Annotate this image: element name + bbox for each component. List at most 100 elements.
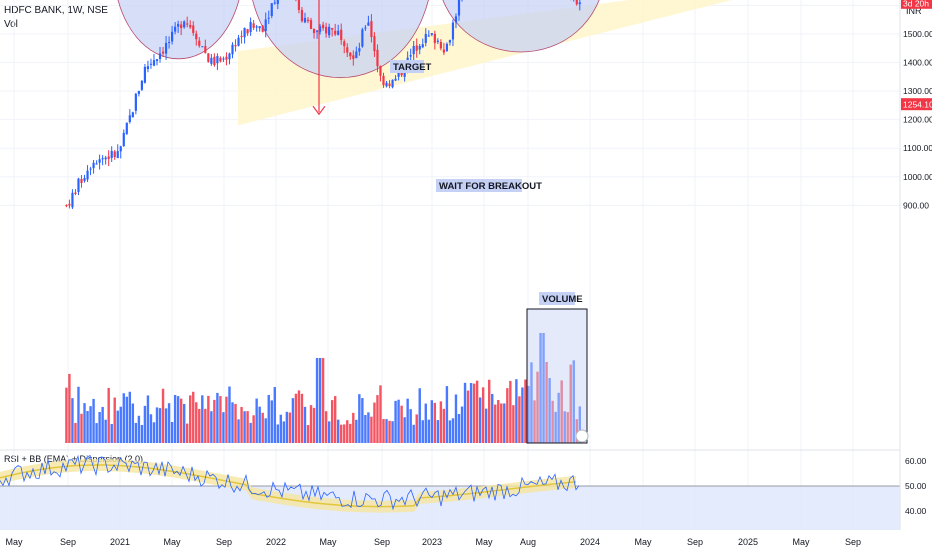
volume-bar [418, 388, 421, 443]
candle [183, 21, 186, 28]
candle [328, 26, 331, 36]
time-tick-label: 2023 [422, 537, 442, 547]
annotations: TARGET WAIT FOR BREAKOUT VOLUME [312, 0, 589, 444]
volume-bar [312, 407, 316, 443]
volume-bar [71, 398, 74, 443]
candle [255, 26, 258, 28]
volume-bar [288, 412, 292, 443]
candle [575, 0, 578, 5]
volume-bar [424, 403, 427, 443]
volume-bar [237, 419, 240, 443]
price-tick-label: 1400.00 [903, 58, 932, 68]
volume-bar [276, 424, 279, 443]
volume-bar [436, 420, 440, 443]
volume-bar [333, 396, 337, 443]
price-tick-label: 900.00 [903, 200, 929, 210]
volume-bar [216, 392, 219, 443]
candle [231, 44, 234, 55]
candle [155, 59, 159, 62]
candle [264, 19, 267, 32]
candle [252, 23, 255, 28]
volume-bar [551, 400, 554, 443]
volume-bar [195, 402, 198, 443]
candle [385, 82, 388, 87]
candle [409, 55, 412, 57]
time-tick-label: 2022 [266, 537, 286, 547]
candle [340, 29, 343, 41]
candle [337, 30, 340, 35]
volume-bar [346, 420, 349, 443]
volume-bar [491, 393, 494, 443]
volume-bar [503, 403, 506, 443]
volume-bar [267, 394, 270, 443]
time-tick-label: May [792, 537, 810, 547]
candle [122, 132, 125, 147]
volume-bar [394, 400, 397, 443]
price-tag-label: 1254.10 [903, 100, 932, 110]
time-tick-label: Sep [845, 537, 861, 547]
candle [186, 23, 189, 25]
candle [430, 33, 433, 35]
candle [376, 49, 379, 67]
candle [403, 71, 406, 77]
volume-bar [469, 383, 473, 443]
volume-bar [170, 421, 174, 443]
rsi-tick-label: 40.00 [905, 506, 927, 516]
volume-bar [167, 403, 171, 443]
target-label: TARGET [393, 62, 432, 73]
volume-bar [340, 424, 343, 443]
volume-bar [231, 402, 234, 443]
price-tick-label: 1500.00 [903, 29, 932, 39]
volume-bar [484, 408, 488, 443]
time-tick-label: May [475, 537, 493, 547]
candle [146, 66, 150, 69]
volume-bars [65, 333, 581, 443]
candle [89, 168, 92, 170]
volume-bar [201, 395, 204, 443]
volume-label-box-bg [539, 292, 575, 305]
volume-bar [261, 412, 264, 443]
time-tick-label: May [319, 537, 337, 547]
volume-bar [578, 406, 581, 443]
volume-bar [207, 395, 210, 443]
volume-bar [134, 422, 138, 443]
candle [140, 80, 143, 90]
candle [180, 24, 183, 29]
volume-bar [243, 411, 246, 443]
candle [95, 163, 98, 165]
volume-bar [315, 358, 319, 443]
volume-bar [279, 414, 283, 443]
candle [174, 26, 177, 32]
rsi-indicator-label: RSI + BB (EMA) + Dispersion (2,0) [4, 454, 144, 464]
volume-bar [74, 422, 77, 443]
volume-bar [457, 413, 461, 443]
time-tick-label: May [163, 537, 181, 547]
candle [442, 49, 445, 53]
volume-bar [545, 361, 548, 443]
candle [433, 33, 436, 44]
candle [457, 0, 461, 16]
candle [107, 156, 110, 160]
chart-title: HDFC BANK, 1W, NSE [4, 5, 108, 16]
candle [397, 70, 400, 77]
candle [325, 26, 328, 34]
candle [424, 33, 427, 43]
candle [373, 36, 376, 52]
volume-bar [463, 382, 467, 443]
candle [189, 24, 192, 28]
volume-bar [179, 398, 183, 443]
volume-bar [89, 406, 92, 443]
volume-bar [370, 416, 373, 443]
candle [80, 178, 83, 184]
candle [343, 41, 346, 47]
volume-bar [125, 396, 128, 443]
volume-bar [198, 408, 201, 443]
price-tag [901, 0, 932, 9]
candle [234, 45, 237, 47]
candle [228, 53, 231, 60]
volume-bar [382, 419, 385, 443]
volume-bar [454, 394, 458, 443]
candle [391, 79, 394, 88]
volume-bar [213, 399, 216, 443]
